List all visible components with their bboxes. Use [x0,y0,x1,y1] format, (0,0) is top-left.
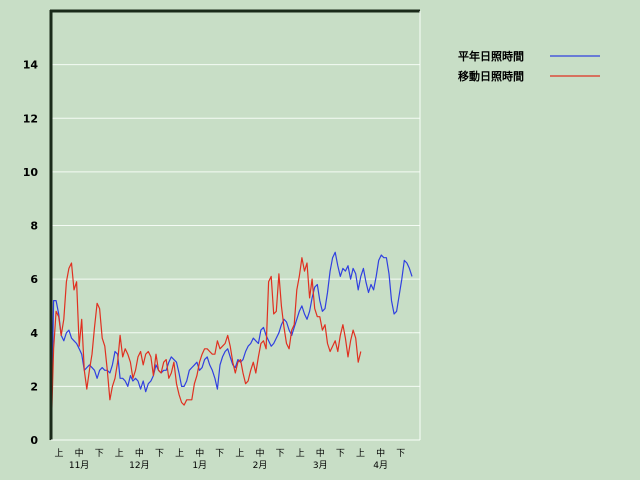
x-period-label: 上 [235,448,244,459]
x-period-label: 上 [356,448,365,459]
x-period-label: 中 [135,447,144,459]
x-period-label: 上 [175,448,184,459]
x-month-label: 4月 [373,460,388,471]
x-period-label: 上 [54,448,63,459]
legend-label: 平年日照時間 [458,49,524,63]
x-month-label: 1月 [192,460,207,471]
x-axis-ticks: 上中下上中下上中下上中下上中下上中下11月 12月 1月 2月 3月 4月 [54,447,405,471]
y-tick-label: 6 [30,273,38,286]
series-lines [50,251,413,441]
y-tick-label: 12 [23,112,38,125]
x-month-label: 11月 [69,460,89,471]
x-period-label: 中 [75,447,84,459]
x-period-label: 中 [376,447,385,459]
x-period-label: 下 [336,449,345,459]
x-month-label: 2月 [253,460,268,471]
x-month-label: 3月 [313,460,328,471]
series-line-2 [50,257,362,441]
x-period-label: 下 [155,449,164,459]
x-month-label: 12月 [129,460,149,471]
y-tick-label: 4 [30,327,38,340]
legend-label: 移動日照時間 [458,69,524,83]
y-tick-label: 14 [23,59,39,72]
y-tick-label: 10 [23,166,39,179]
x-period-label: 中 [255,447,264,459]
y-tick-label: 2 [30,380,38,393]
x-period-label: 上 [296,448,305,459]
x-period-label: 下 [95,449,104,459]
x-period-label: 下 [276,449,285,459]
x-period-label: 中 [195,447,204,459]
x-period-label: 下 [215,449,224,459]
x-period-label: 下 [396,449,405,459]
grid-lines [51,64,420,387]
y-tick-label: 0 [30,434,38,447]
y-tick-label: 8 [30,220,38,233]
y-axis-ticks: 0 2 4 6 8 10 12 14 [23,59,39,447]
x-period-label: 上 [115,448,124,459]
x-period-label: 中 [316,447,325,459]
series-line-1 [50,251,413,441]
